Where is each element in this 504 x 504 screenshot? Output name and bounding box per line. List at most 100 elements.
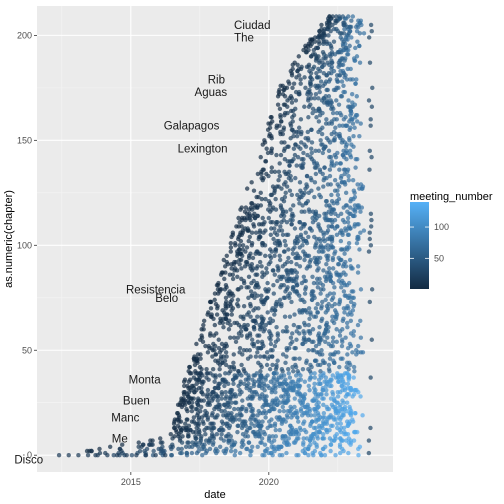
data-point <box>226 400 231 405</box>
data-point <box>258 440 263 445</box>
data-point <box>291 112 297 118</box>
data-point <box>222 383 227 389</box>
data-point <box>354 54 360 59</box>
data-point <box>292 226 298 231</box>
data-point <box>180 434 185 439</box>
data-point <box>275 358 280 363</box>
y-tick-label: 100 <box>17 240 32 250</box>
data-point <box>260 215 265 221</box>
data-point <box>353 45 358 51</box>
data-point <box>239 266 244 271</box>
data-point <box>351 364 357 370</box>
data-point <box>212 322 218 328</box>
data-point <box>345 303 350 309</box>
data-point <box>203 408 208 414</box>
data-point <box>197 364 203 370</box>
data-point <box>162 448 167 454</box>
data-point <box>176 446 181 452</box>
data-point <box>330 373 335 378</box>
data-point <box>290 331 295 336</box>
data-point <box>228 335 233 340</box>
data-point <box>181 383 187 389</box>
data-point <box>234 413 240 418</box>
data-point <box>329 192 334 198</box>
data-point <box>312 371 317 376</box>
data-point <box>358 318 363 324</box>
data-point <box>286 169 292 175</box>
data-point <box>198 356 203 361</box>
data-point <box>332 308 338 313</box>
data-point <box>294 390 300 395</box>
data-point <box>270 205 276 210</box>
data-point <box>186 432 191 437</box>
data-point <box>312 413 317 418</box>
data-point <box>232 440 238 445</box>
data-point <box>269 417 274 422</box>
data-point <box>298 77 303 82</box>
data-point <box>325 228 331 233</box>
data-point <box>231 352 236 357</box>
data-point <box>367 148 372 154</box>
data-point <box>304 182 309 187</box>
data-point <box>328 352 333 357</box>
data-point <box>316 249 322 254</box>
data-point <box>310 327 316 332</box>
data-point <box>279 228 285 233</box>
data-point <box>307 87 312 93</box>
data-point <box>198 408 203 414</box>
data-point <box>347 341 353 347</box>
data-point <box>358 182 364 187</box>
data-point <box>314 358 319 363</box>
data-point <box>277 274 282 279</box>
data-point <box>328 448 333 454</box>
data-point <box>290 127 295 133</box>
data-point <box>338 421 343 426</box>
data-point <box>293 356 298 361</box>
data-point <box>267 253 272 258</box>
data-point <box>293 106 298 112</box>
data-point <box>355 270 361 275</box>
data-point <box>282 238 288 244</box>
data-point <box>307 329 313 334</box>
data-point <box>219 425 224 431</box>
data-point <box>290 85 295 91</box>
data-point <box>346 232 351 238</box>
data-point <box>201 327 206 332</box>
data-point <box>338 238 344 244</box>
data-point <box>339 285 344 290</box>
data-point <box>351 329 357 334</box>
data-point <box>273 434 279 439</box>
data-point <box>315 301 320 307</box>
data-point <box>348 205 353 210</box>
data-point <box>56 453 62 458</box>
data-point <box>293 362 298 368</box>
data-point <box>272 312 277 317</box>
data-point <box>356 222 361 227</box>
data-point <box>348 125 353 130</box>
data-point <box>260 419 265 424</box>
data-point <box>326 70 332 76</box>
data-point <box>256 419 262 424</box>
data-point <box>343 56 348 61</box>
data-point <box>223 362 229 368</box>
data-point <box>189 396 194 401</box>
data-point <box>262 138 267 143</box>
data-point <box>291 146 297 151</box>
chapter-label: Aguas <box>195 87 228 99</box>
data-point <box>303 230 308 235</box>
data-point <box>338 47 343 53</box>
data-point <box>228 249 233 254</box>
data-point <box>324 379 329 384</box>
data-point <box>342 404 348 410</box>
data-point <box>237 345 243 351</box>
legend-tick-label: 100 <box>434 222 449 232</box>
data-point <box>351 392 357 397</box>
chapter-label: The <box>234 32 254 44</box>
data-point <box>265 373 270 378</box>
data-point <box>230 276 236 282</box>
data-point <box>312 234 317 240</box>
chapter-label: Monta <box>129 375 162 387</box>
data-point <box>366 438 372 443</box>
data-point <box>308 154 313 160</box>
data-point <box>307 387 312 393</box>
